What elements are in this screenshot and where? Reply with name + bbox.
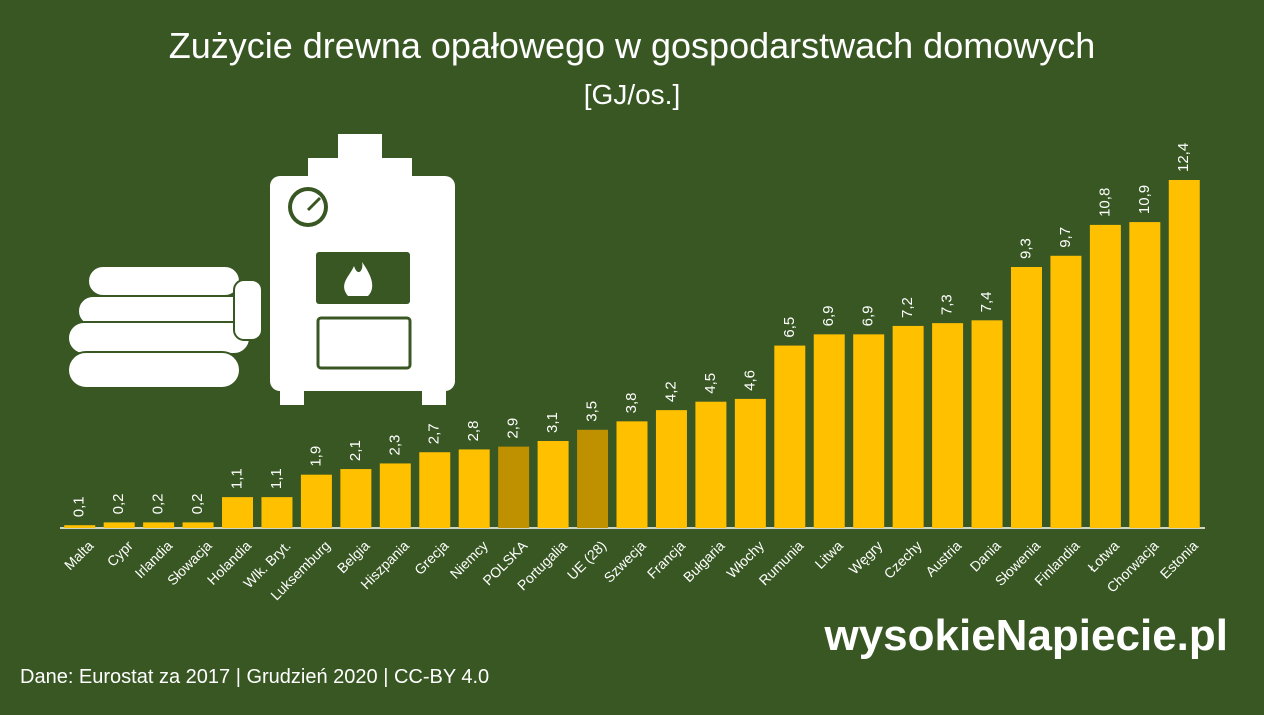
value-label: 6,9 — [860, 305, 877, 326]
bar — [537, 441, 569, 528]
category-label: Dania — [967, 537, 1004, 574]
value-label: 7,2 — [899, 297, 916, 318]
value-label: 10,9 — [1136, 185, 1153, 214]
value-label: 7,4 — [978, 291, 995, 312]
category-label: Czechy — [881, 537, 925, 581]
category-label: Austria — [922, 537, 964, 579]
bar — [1010, 267, 1042, 528]
bar — [695, 401, 727, 528]
category-label: Litwa — [812, 537, 847, 572]
value-label: 2,1 — [347, 440, 364, 461]
bar — [182, 522, 214, 528]
value-label: 1,1 — [268, 468, 285, 489]
bar — [498, 446, 530, 528]
category-label: Łotwa — [1084, 537, 1122, 575]
value-label: 4,2 — [662, 381, 679, 402]
value-label: 1,1 — [228, 468, 245, 489]
value-label: 2,9 — [505, 418, 522, 439]
value-label: 6,9 — [820, 305, 837, 326]
bar — [419, 452, 451, 528]
value-label: 3,5 — [584, 401, 601, 422]
bar — [734, 398, 766, 528]
value-label: 2,3 — [386, 435, 403, 456]
bar — [853, 334, 885, 528]
bar — [813, 334, 845, 528]
bar — [379, 463, 411, 528]
category-label: Bułgaria — [680, 537, 728, 585]
category-label: Malta — [61, 537, 97, 573]
chart-title: Zużycie drewna opałowego w gospodarstwac… — [169, 25, 1096, 66]
bar — [340, 469, 372, 528]
bar — [261, 497, 293, 528]
bar — [1168, 180, 1200, 528]
value-label: 10,8 — [1096, 188, 1113, 217]
bar — [222, 497, 254, 528]
logo: wysokieNapiecie.pl — [823, 611, 1228, 660]
category-label: Grecja — [411, 537, 452, 578]
bar — [892, 325, 924, 528]
bar — [103, 522, 135, 528]
value-label: 1,9 — [307, 446, 324, 467]
bar — [64, 525, 96, 528]
value-label: 0,1 — [71, 496, 88, 517]
bar — [932, 323, 964, 528]
bar — [577, 429, 609, 528]
bar — [616, 421, 648, 528]
bar — [971, 320, 1003, 528]
category-label: Cypr — [104, 537, 136, 569]
category-label: Estonia — [1157, 537, 1201, 581]
value-label: 12,4 — [1175, 143, 1192, 172]
bar — [1050, 255, 1082, 528]
source-note: Dane: Eurostat za 2017 | Grudzień 2020 |… — [20, 666, 489, 688]
category-label: Węgry — [846, 537, 886, 577]
bar — [774, 345, 806, 528]
bar — [458, 449, 490, 528]
value-label: 9,3 — [1017, 238, 1034, 259]
value-label: 0,2 — [150, 494, 167, 515]
value-label: 7,3 — [939, 294, 956, 315]
illustration — [67, 134, 455, 405]
category-label: Szwecja — [601, 537, 649, 585]
value-label: 0,2 — [110, 494, 127, 515]
value-label: 9,7 — [1057, 227, 1074, 248]
bar — [1089, 224, 1121, 528]
value-label: 3,1 — [544, 412, 561, 433]
bar — [1129, 222, 1161, 528]
value-label: 2,7 — [426, 423, 443, 444]
bar — [143, 522, 175, 528]
bar — [300, 474, 332, 528]
bar — [655, 410, 687, 528]
value-label: 2,8 — [465, 421, 482, 442]
value-label: 6,5 — [781, 317, 798, 338]
value-label: 3,8 — [623, 392, 640, 413]
value-label: 0,2 — [189, 494, 206, 515]
value-label: 4,5 — [702, 373, 719, 394]
chart-subtitle: [GJ/os.] — [584, 79, 680, 110]
value-label: 4,6 — [741, 370, 758, 391]
